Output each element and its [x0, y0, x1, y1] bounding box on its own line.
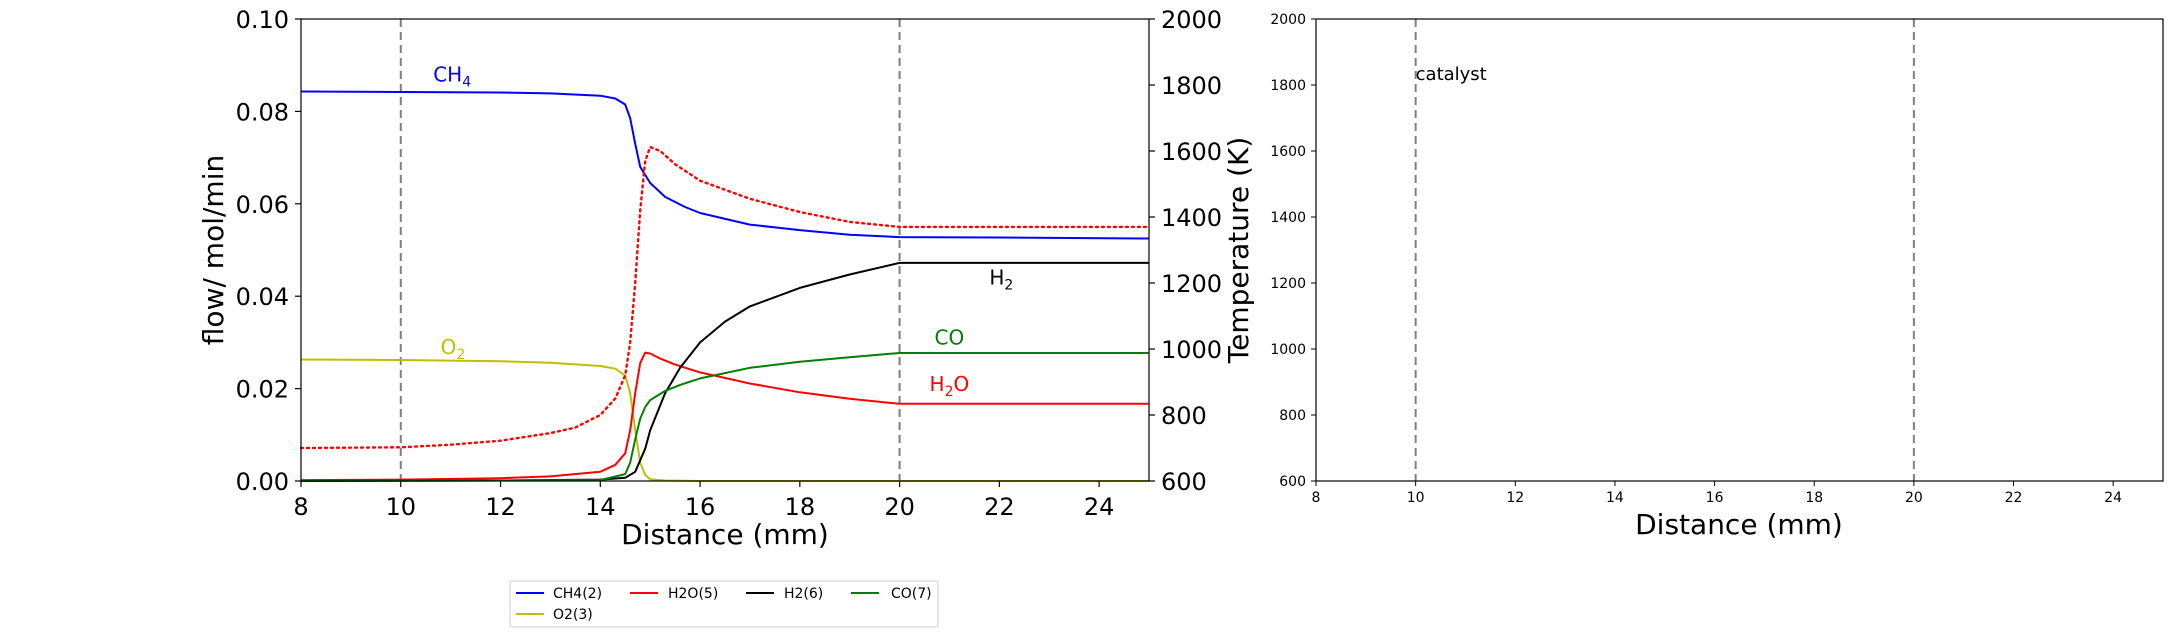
right-x-axis-label: Distance (mm): [1635, 508, 1843, 541]
x-tick-label: 12: [485, 493, 516, 521]
series-line-h2o5: [300, 351, 1149, 482]
x-tick-label: 22: [2005, 490, 2023, 506]
y2-tick-label: 2000: [1161, 6, 1222, 34]
right-y-axis-label: Temperature (K): [1222, 137, 1255, 364]
series-annotation: CO: [935, 326, 965, 350]
right-plot-frame: [1315, 18, 2164, 482]
y2-tick-label: 1400: [1161, 204, 1222, 232]
x-tick-label: 10: [385, 493, 416, 521]
y-tick-label: 800: [1279, 408, 1306, 424]
y2-tick-label: 800: [1161, 402, 1207, 430]
left-chart: CH4 O2 H2 CO H2O 8 10 12 14 16 18 20 22 24 0.00 0.02 0…: [197, 6, 1255, 551]
y-tick-label: 1600: [1270, 144, 1306, 160]
x-tick-label: 8: [293, 493, 308, 521]
y-tick-label: 0.04: [236, 283, 289, 311]
x-tick-label: 14: [585, 493, 616, 521]
y-tick-label: 1800: [1270, 78, 1306, 94]
catalyst-annotation: catalyst: [1416, 64, 1487, 85]
series-annotation: CH4: [433, 62, 471, 90]
legend-label-h2: H2(6): [784, 586, 823, 602]
x-tick-label: 20: [884, 493, 915, 521]
y-tick-label: 0.06: [236, 191, 289, 219]
x-tick-label: 10: [1407, 490, 1425, 506]
series-line-ch42: [300, 90, 1150, 240]
legend-label-o2: O2(3): [553, 607, 593, 623]
right-chart: catalyst 8 10 12 14 16 18 20 22 24 600 800 1000 120…: [1270, 12, 2164, 541]
y-tick-label: 0.00: [236, 468, 289, 496]
x-tick-label: 12: [1506, 490, 1524, 506]
series-annotation: H2: [989, 266, 1013, 294]
x-tick-label: 8: [1312, 490, 1321, 506]
legend-frame: [509, 580, 939, 628]
x-tick-label: 14: [1606, 490, 1624, 506]
y2-tick-label: 1800: [1161, 72, 1222, 100]
y2-tick-label: 1000: [1161, 336, 1222, 364]
legend: CH4(2) H2O(5) H2(6) CO(7) O2(3): [509, 580, 939, 628]
series-annotation: H2O: [930, 372, 970, 400]
y-tick-label: 1400: [1270, 210, 1306, 226]
legend-label-ch4: CH4(2): [553, 586, 602, 602]
x-tick-label: 16: [1706, 490, 1724, 506]
series-line-h26: [300, 261, 1149, 482]
legend-label-co: CO(7): [891, 586, 932, 602]
series-annotation: O2: [441, 335, 466, 363]
x-tick-label: 18: [1805, 490, 1823, 506]
x-tick-label: 24: [1084, 493, 1115, 521]
y-tick-label: 0.02: [236, 376, 289, 404]
y-tick-label: 0.10: [236, 6, 289, 34]
y-tick-label: 1200: [1270, 276, 1306, 292]
y2-tick-label: 1600: [1161, 138, 1222, 166]
y-tick-label: 1000: [1270, 342, 1306, 358]
legend-label-h2o: H2O(5): [668, 586, 718, 602]
series-line-co7: [300, 352, 1149, 482]
y-tick-label: 2000: [1270, 12, 1306, 28]
y-tick-label: 0.08: [236, 98, 289, 126]
temperature-series-line: [299, 145, 1151, 450]
x-tick-label: 22: [984, 493, 1015, 521]
y-tick-label: 600: [1279, 474, 1306, 490]
x-tick-label: 20: [1905, 490, 1923, 506]
left-plot-frame: [300, 18, 1150, 482]
x-tick-label: 18: [785, 493, 816, 521]
x-tick-label: 24: [2104, 490, 2122, 506]
x-tick-label: 16: [685, 493, 716, 521]
left-y-axis-label: flow/ mol/min: [197, 155, 230, 345]
left-x-axis-label: Distance (mm): [621, 518, 829, 551]
y2-tick-label: 1200: [1161, 270, 1222, 298]
y2-tick-label: 600: [1161, 468, 1207, 496]
